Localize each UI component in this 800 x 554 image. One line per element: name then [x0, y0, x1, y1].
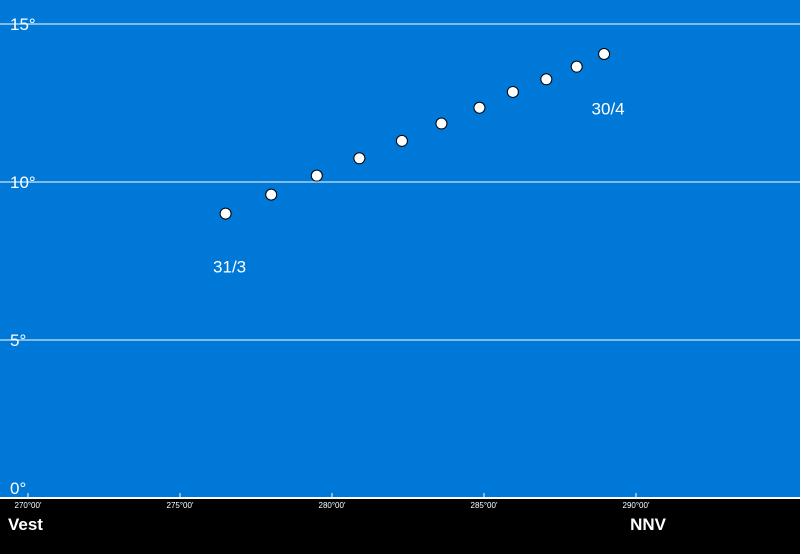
data-point	[310, 169, 323, 182]
data-point	[540, 73, 553, 86]
data-point	[570, 60, 583, 73]
grid-lines	[0, 23, 800, 499]
y-tick-label: 10°	[10, 173, 36, 192]
y-axis: 0° 5° 10° 15°	[10, 15, 36, 498]
x-tick-label: 285°00'	[471, 501, 498, 510]
footer-bar	[0, 498, 800, 554]
direction-label: NNV	[630, 515, 667, 534]
x-tick-label: 275°00'	[167, 501, 194, 510]
data-point	[598, 48, 611, 61]
date-annotation: 30/4	[592, 99, 625, 118]
date-annotation: 31/3	[213, 257, 246, 276]
data-point	[435, 117, 448, 130]
x-tick-label: 280°00'	[319, 501, 346, 510]
data-point	[265, 188, 278, 201]
x-axis: 270°00' 275°00' 280°00' 285°00' 290°00'	[15, 493, 650, 510]
y-tick-label: 15°	[10, 15, 36, 34]
data-point	[219, 207, 232, 220]
direction-label: Vest	[8, 515, 43, 534]
direction-labels: Vest NNV	[8, 515, 667, 534]
annotations: 31/3 30/4	[213, 99, 625, 276]
data-point	[353, 152, 366, 165]
data-points	[219, 48, 611, 220]
data-point	[473, 101, 486, 114]
plot-background	[0, 0, 800, 498]
y-tick-label: 0°	[10, 479, 26, 498]
x-tick-label: 270°00'	[15, 501, 42, 510]
x-tick-label: 290°00'	[623, 501, 650, 510]
y-tick-label: 5°	[10, 331, 26, 350]
data-point	[506, 85, 519, 98]
data-point	[395, 134, 408, 147]
